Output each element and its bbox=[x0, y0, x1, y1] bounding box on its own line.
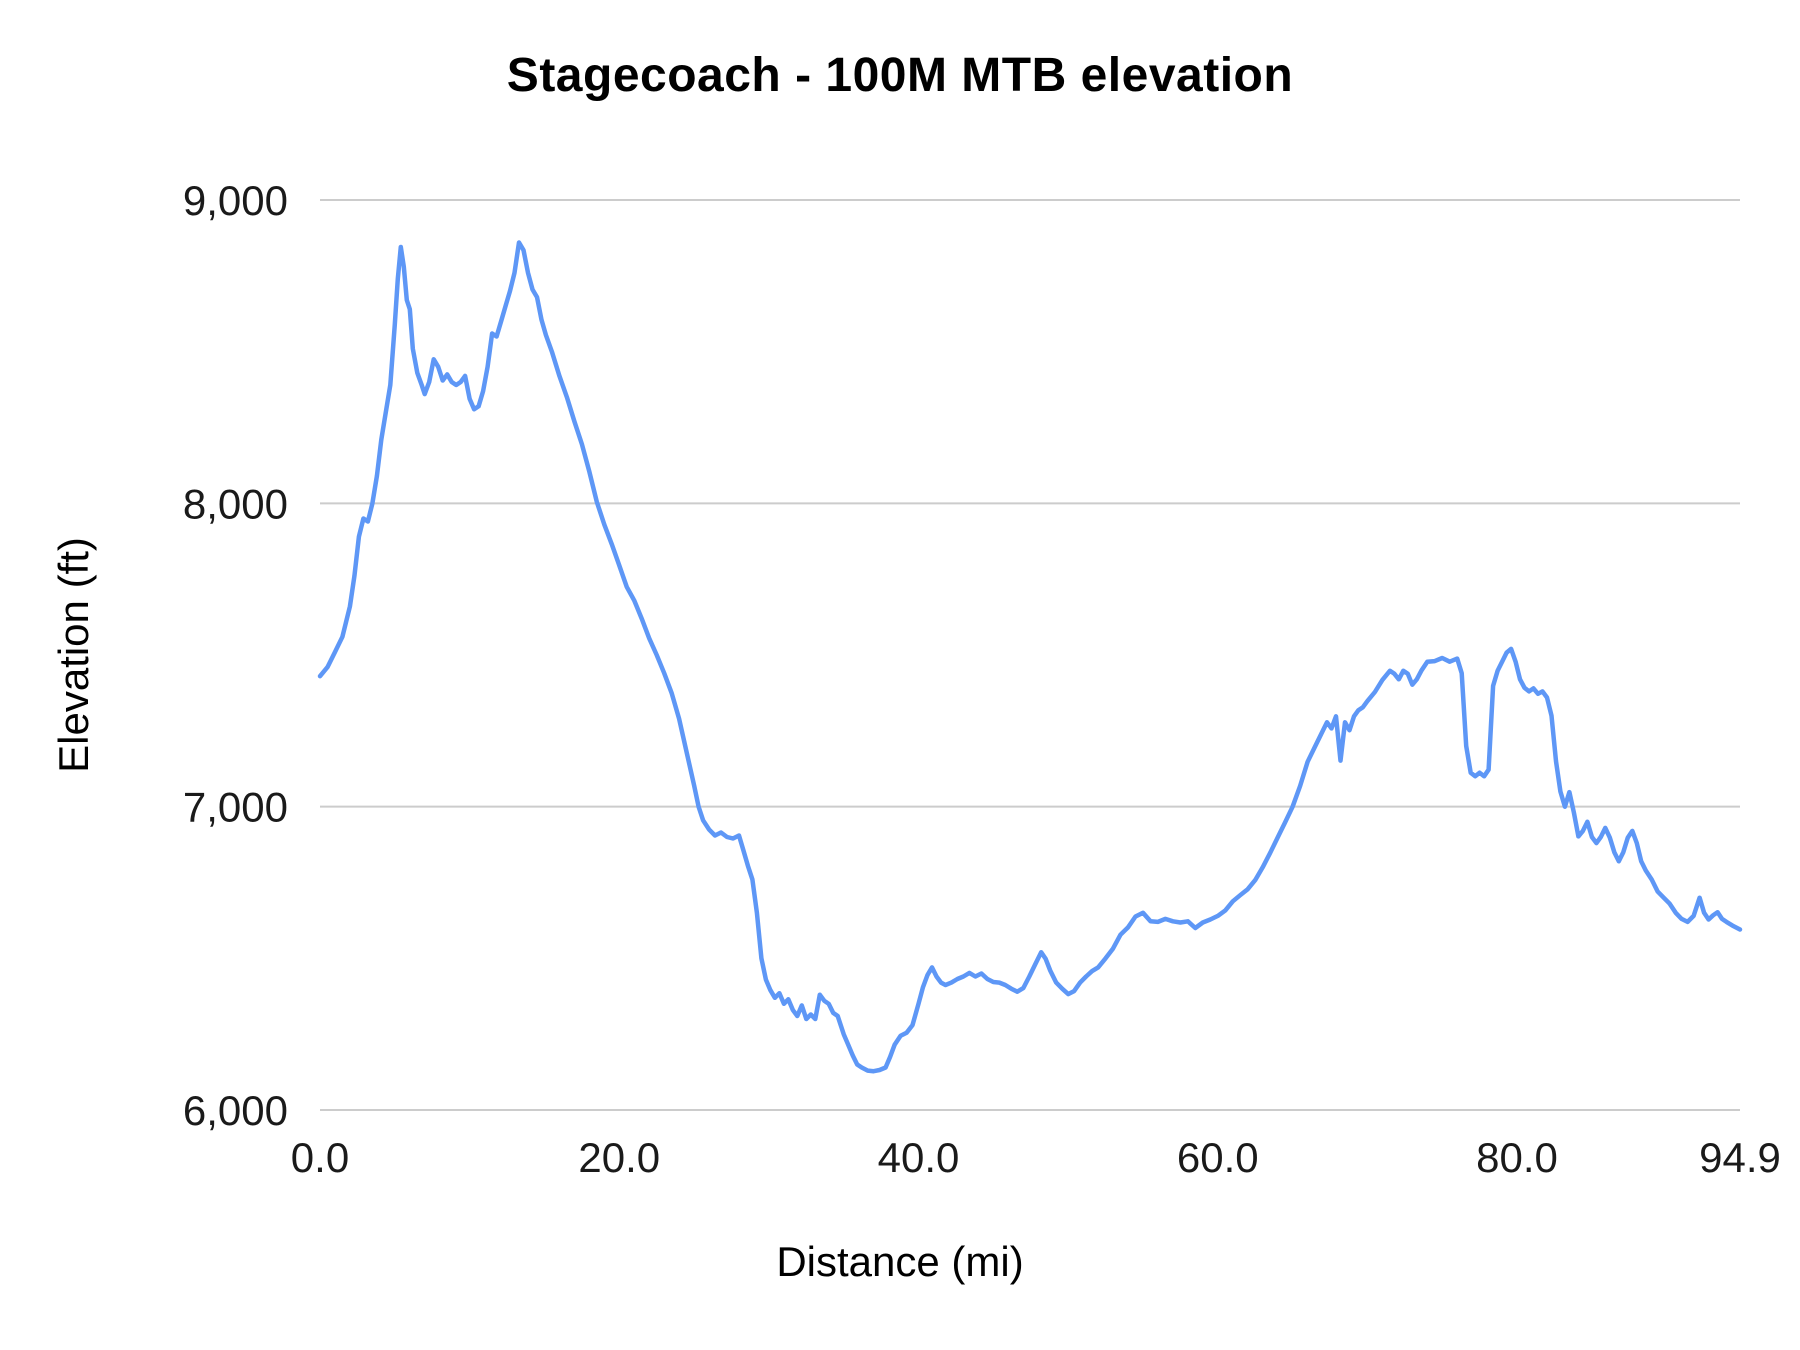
y-axis-title: Elevation (ft) bbox=[50, 537, 97, 773]
x-tick-label: 94.9 bbox=[1699, 1134, 1781, 1181]
y-tick-label: 9,000 bbox=[183, 177, 288, 224]
x-tick-label: 0.0 bbox=[291, 1134, 349, 1181]
x-tick-label: 20.0 bbox=[578, 1134, 660, 1181]
chart-title: Stagecoach - 100M MTB elevation bbox=[506, 49, 1294, 102]
y-tick-label: 7,000 bbox=[183, 784, 288, 831]
y-tick-label: 6,000 bbox=[183, 1087, 288, 1134]
x-tick-label: 80.0 bbox=[1476, 1134, 1558, 1181]
x-axis-title: Distance (mi) bbox=[776, 1238, 1024, 1285]
elevation-line bbox=[317, 240, 1743, 1074]
x-tick-label: 60.0 bbox=[1177, 1134, 1259, 1181]
x-tick-label: 40.0 bbox=[878, 1134, 960, 1181]
y-tick-label: 8,000 bbox=[183, 480, 288, 527]
